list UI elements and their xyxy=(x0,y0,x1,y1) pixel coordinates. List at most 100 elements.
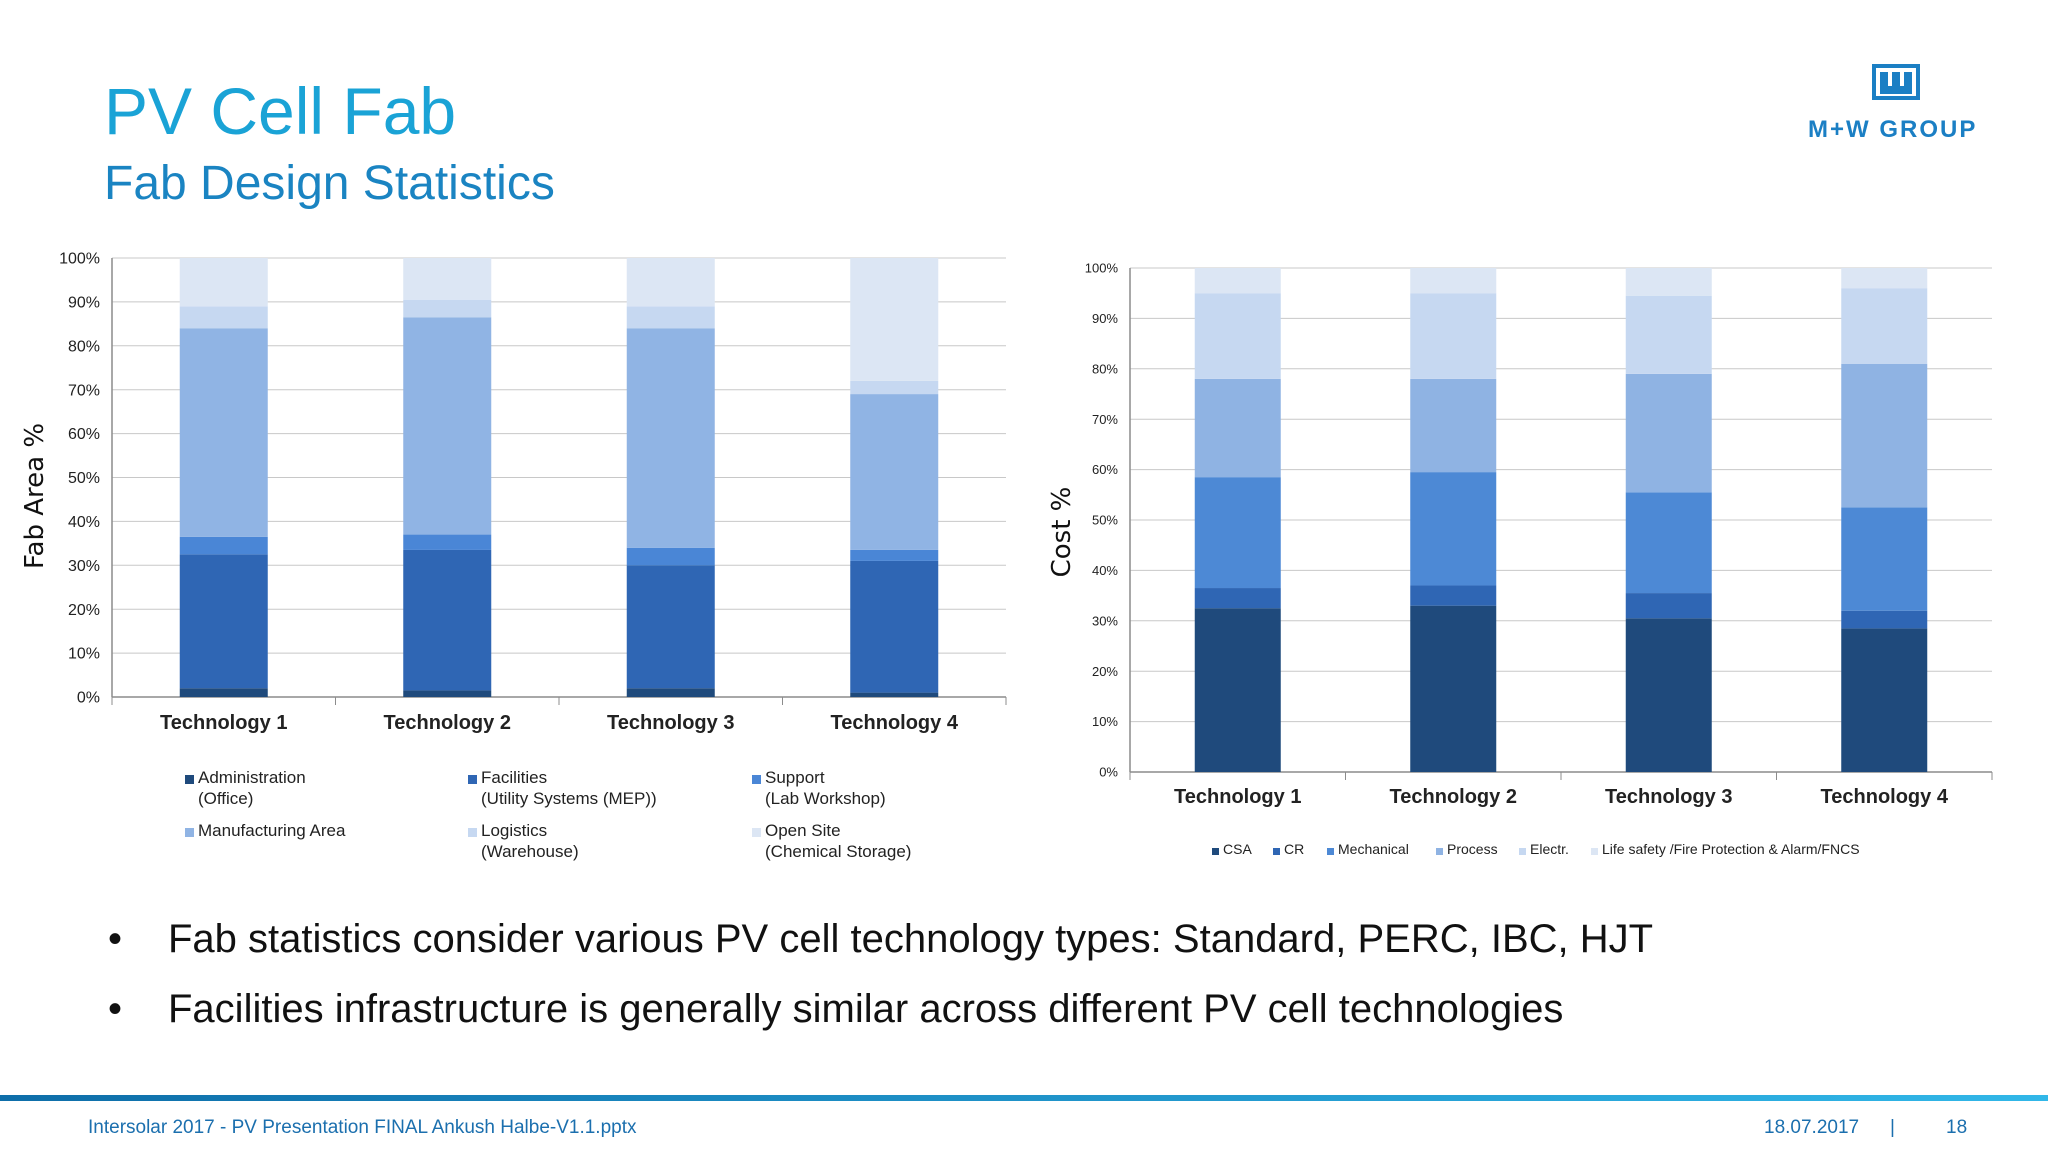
bar-segment xyxy=(850,380,939,395)
bar-segment xyxy=(1194,268,1281,294)
y-tick-label: 10% xyxy=(68,646,100,663)
y-tick-label: 60% xyxy=(1092,462,1118,477)
bar-segment xyxy=(850,394,939,550)
legend-swatch xyxy=(1436,848,1443,855)
y-tick-label: 100% xyxy=(1085,261,1119,276)
y-tick-label: 40% xyxy=(1092,563,1118,578)
y-tick-label: 0% xyxy=(1099,765,1118,780)
legend-label: Support xyxy=(765,768,825,787)
y-tick-label: 50% xyxy=(1092,513,1118,528)
y-tick-label: 100% xyxy=(59,251,100,268)
bar-segment xyxy=(626,547,715,566)
bar-segment xyxy=(179,536,268,555)
bar-segment xyxy=(1625,618,1712,772)
legend-swatch xyxy=(752,828,761,837)
legend-label: Process xyxy=(1447,841,1498,857)
bar-segment xyxy=(626,328,715,548)
slide-subtitle: Fab Design Statistics xyxy=(104,157,555,210)
y-tick-label: 90% xyxy=(1092,311,1118,326)
bar-segment xyxy=(626,306,715,329)
bar-segment xyxy=(1194,477,1281,589)
bullet-item: Facilities infrastructure is generally s… xyxy=(100,974,1653,1044)
legend-label: CSA xyxy=(1223,841,1252,857)
footer-date: 18.07.2017 xyxy=(1764,1117,1860,1138)
bar-segment xyxy=(403,258,492,300)
footer-divider xyxy=(0,1095,2048,1101)
bar-segment xyxy=(403,690,492,697)
x-category-label: Technology 4 xyxy=(831,712,959,734)
legend-swatch xyxy=(1273,848,1280,855)
bar-segment xyxy=(1194,588,1281,609)
bar-segment xyxy=(850,692,939,697)
bar-segment xyxy=(1410,293,1497,379)
legend-swatch xyxy=(1212,848,1219,855)
logo-wordmark: M+W GROUP xyxy=(1808,116,1978,143)
bar-segment xyxy=(1625,492,1712,594)
bar-segment xyxy=(1625,373,1712,493)
legend-label: Open Site xyxy=(765,821,841,840)
bar-segment xyxy=(1194,378,1281,478)
bar-segment xyxy=(403,534,492,550)
x-category-label: Technology 2 xyxy=(1390,786,1517,808)
bar-segment xyxy=(1410,268,1497,294)
footer-separator: | xyxy=(1890,1117,1895,1138)
legend-label: Mechanical xyxy=(1338,841,1409,857)
slide-title: PV Cell Fab xyxy=(104,74,457,148)
bullet-list: Fab statistics consider various PV cell … xyxy=(100,904,1653,1044)
y-tick-label: 20% xyxy=(1092,664,1118,679)
bar-segment xyxy=(850,258,939,381)
x-category-label: Technology 2 xyxy=(384,712,511,734)
legend-swatch xyxy=(468,775,477,784)
bar-segment xyxy=(179,554,268,689)
bar-segment xyxy=(626,565,715,689)
bar-segment xyxy=(179,688,268,697)
bar-segment xyxy=(1841,507,1928,611)
y-axis-title: Fab Area % xyxy=(20,423,50,569)
bar-segment xyxy=(1410,378,1497,473)
y-tick-label: 20% xyxy=(68,602,100,619)
legend-label: Electr. xyxy=(1530,841,1569,857)
bar-segment xyxy=(403,549,492,691)
y-tick-label: 0% xyxy=(77,690,100,707)
legend-label: (Chemical Storage) xyxy=(765,842,911,861)
bar-segment xyxy=(850,560,939,693)
bar-segment xyxy=(1410,472,1497,586)
legend-label: (Warehouse) xyxy=(481,842,579,861)
y-tick-label: 30% xyxy=(1092,613,1118,628)
legend-label: (Office) xyxy=(198,789,253,808)
bar-segment xyxy=(1841,288,1928,364)
y-tick-label: 50% xyxy=(68,470,100,487)
bar-segment xyxy=(1194,608,1281,772)
bar-segment xyxy=(626,258,715,307)
bar-segment xyxy=(1625,268,1712,296)
x-category-label: Technology 1 xyxy=(160,712,287,734)
bar-segment xyxy=(403,317,492,535)
bar-segment xyxy=(1410,585,1497,606)
y-tick-label: 10% xyxy=(1092,714,1118,729)
legend-label: Administration xyxy=(198,768,306,787)
y-tick-label: 70% xyxy=(1092,412,1118,427)
y-axis-title: Cost % xyxy=(1047,487,1077,578)
mw-group-logo-icon xyxy=(1872,64,1920,100)
bar-segment xyxy=(1841,268,1928,289)
legend-swatch xyxy=(1519,848,1526,855)
legend-swatch xyxy=(752,775,761,784)
legend-label: Logistics xyxy=(481,821,547,840)
legend-label: Life safety /Fire Protection & Alarm/FNC… xyxy=(1602,841,1860,857)
y-tick-label: 80% xyxy=(68,338,100,355)
y-tick-label: 40% xyxy=(68,514,100,531)
y-tick-label: 30% xyxy=(68,558,100,575)
x-category-label: Technology 1 xyxy=(1174,786,1301,808)
y-tick-label: 70% xyxy=(68,382,100,399)
page-number: 18 xyxy=(1946,1117,1968,1138)
legend-label: (Lab Workshop) xyxy=(765,789,886,808)
legend-swatch xyxy=(1591,848,1598,855)
footer-filename: Intersolar 2017 - PV Presentation FINAL … xyxy=(88,1117,637,1138)
bar-segment xyxy=(179,258,268,307)
bar-segment xyxy=(1841,363,1928,508)
legend-swatch xyxy=(185,828,194,837)
legend-swatch xyxy=(185,775,194,784)
x-category-label: Technology 3 xyxy=(607,712,734,734)
